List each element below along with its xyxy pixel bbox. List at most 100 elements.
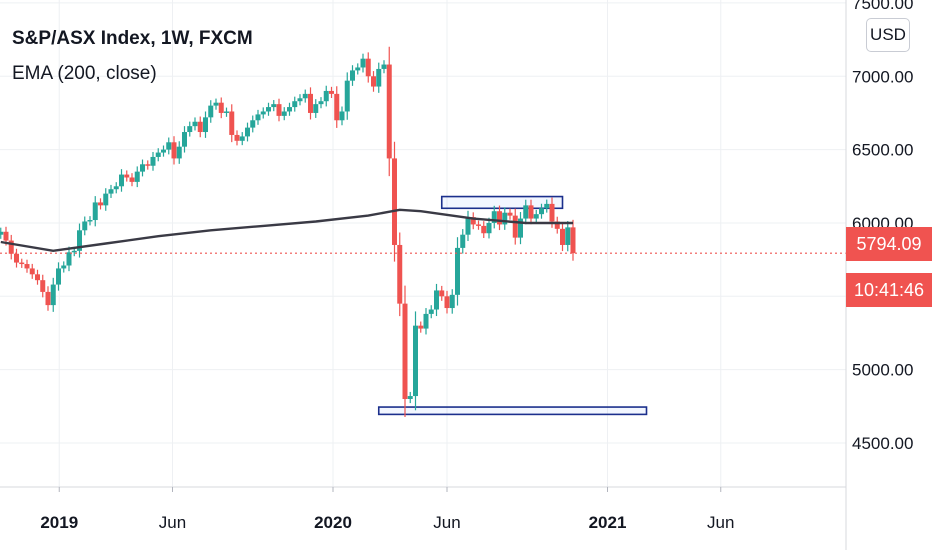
candle-body: [166, 142, 172, 150]
candle-body: [302, 93, 308, 99]
candle: [455, 237, 460, 306]
candle-body: [491, 211, 497, 223]
candle-body: [329, 90, 334, 94]
candle: [103, 188, 109, 211]
candle-body: [465, 217, 471, 235]
candle: [229, 104, 235, 143]
candle-body: [308, 93, 313, 113]
candle-body: [339, 111, 345, 121]
candle: [497, 205, 502, 231]
candle-body: [444, 296, 450, 309]
candle-body: [3, 231, 9, 241]
candle-body: [449, 294, 455, 309]
candle: [140, 159, 145, 177]
candle-body: [554, 221, 560, 229]
candle-body: [418, 325, 424, 329]
candle: [360, 53, 366, 73]
candle-body: [29, 268, 35, 275]
candle-body: [360, 58, 366, 68]
candle-body: [71, 250, 77, 253]
candle-body: [134, 171, 140, 182]
candle-body: [35, 274, 40, 281]
candle-body: [476, 224, 481, 226]
candle: [8, 234, 14, 260]
candle-body: [155, 152, 161, 157]
candle-body: [287, 107, 292, 112]
candle-body: [197, 121, 203, 133]
candle-body: [344, 80, 350, 112]
candle-body: [528, 205, 534, 219]
candle-body: [92, 202, 98, 221]
candle: [533, 209, 539, 223]
x-tick-label: 2019: [40, 513, 78, 532]
candle: [203, 111, 208, 138]
candle-body: [518, 218, 523, 238]
candle: [565, 221, 571, 252]
candle-body: [323, 90, 329, 102]
candle-body: [512, 215, 518, 238]
candle: [134, 166, 140, 188]
candle: [208, 100, 214, 123]
candle-body: [56, 268, 61, 285]
candle-body: [82, 221, 88, 231]
candle-body: [371, 76, 376, 87]
candle-body: [470, 217, 476, 225]
candle-body: [113, 186, 119, 190]
indicator-legend[interactable]: EMA (200, close): [12, 63, 157, 84]
candle-body: [176, 146, 182, 159]
currency-button[interactable]: USD: [866, 18, 910, 52]
last-price-label: 5794.09: [846, 227, 932, 261]
candle: [560, 222, 565, 252]
candle: [528, 199, 534, 225]
y-tick-label: 4500.00: [852, 434, 913, 453]
y-tick-label: 5000.00: [852, 361, 913, 380]
candle-body: [381, 64, 387, 69]
candle-body: [276, 104, 282, 116]
candle: [287, 102, 292, 116]
candle: [570, 219, 576, 261]
candle: [486, 217, 492, 239]
candle-body: [250, 120, 256, 128]
candle-body: [45, 291, 51, 306]
candle: [66, 246, 72, 272]
candle-body: [533, 214, 539, 219]
candle-body: [423, 313, 429, 329]
candle-body: [439, 290, 445, 297]
candlestick-series[interactable]: [0, 46, 576, 417]
candle-body: [229, 111, 235, 135]
candle: [218, 97, 224, 119]
candle-body: [260, 111, 266, 115]
support-resistance-zones[interactable]: [377, 195, 648, 416]
candle: [87, 216, 93, 226]
candle: [418, 321, 424, 333]
candle: [407, 391, 413, 404]
candle: [50, 277, 56, 312]
candle: [192, 117, 198, 131]
candle: [470, 212, 476, 230]
candle: [281, 107, 287, 121]
candle: [245, 122, 250, 142]
candle-body: [119, 174, 124, 187]
candle: [444, 290, 450, 314]
candle-body: [171, 142, 177, 159]
candle-body: [560, 228, 565, 245]
candle: [308, 87, 313, 120]
candle-body: [234, 134, 240, 141]
candle-body: [218, 102, 224, 113]
candle: [544, 199, 550, 213]
candle: [19, 258, 25, 268]
time-axis[interactable]: 2019 Jun 2020 Jun 2021 Jun: [40, 487, 734, 532]
candle-body: [66, 252, 72, 266]
zone-box: [377, 406, 648, 416]
candle: [14, 248, 19, 268]
candle: [512, 208, 518, 245]
candle: [318, 97, 324, 109]
candle: [329, 86, 334, 98]
candle-body: [297, 98, 303, 102]
candle-body: [539, 208, 544, 215]
candle: [355, 63, 361, 75]
candle: [371, 71, 376, 92]
candle: [124, 170, 130, 182]
candle-body: [281, 111, 287, 116]
candle: [423, 308, 429, 335]
